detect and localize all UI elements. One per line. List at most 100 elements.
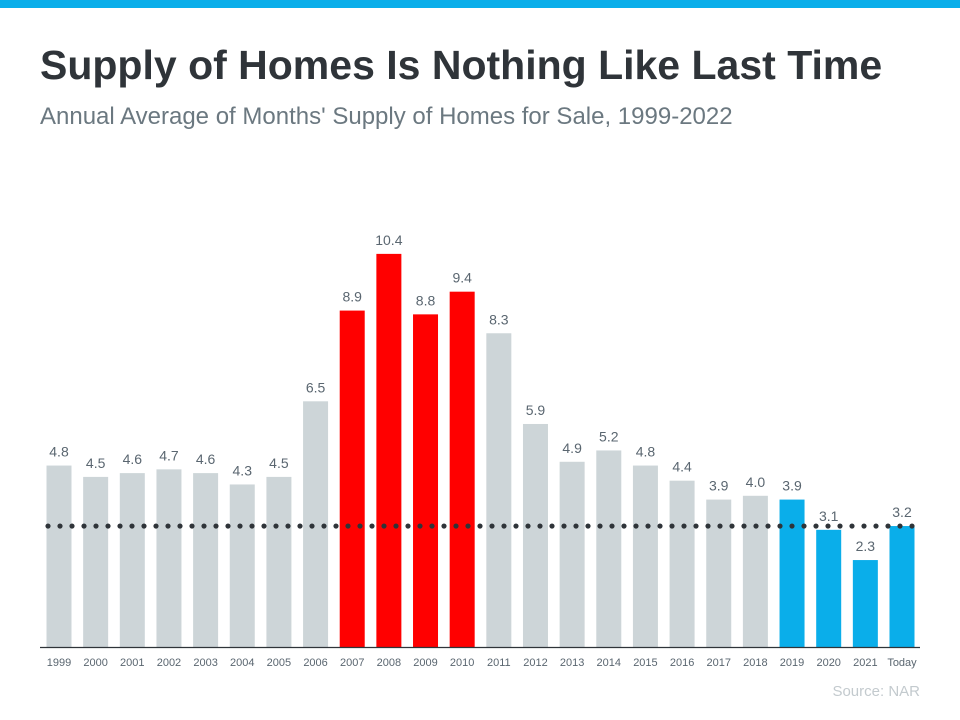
- x-tick-label: 2018: [743, 657, 767, 669]
- bar: [889, 526, 915, 647]
- reference-dot: [165, 523, 171, 529]
- bar: [706, 499, 732, 647]
- data-label: 4.4: [672, 459, 692, 475]
- data-label: 4.8: [636, 444, 656, 460]
- reference-dot: [405, 523, 411, 529]
- data-label: 4.5: [269, 455, 289, 471]
- x-tick-label: 2003: [193, 657, 217, 669]
- bar: [559, 461, 585, 647]
- reference-dot: [105, 523, 111, 529]
- x-tick-label: 2006: [303, 657, 327, 669]
- x-tick-label: 1999: [47, 657, 71, 669]
- bar: [229, 484, 255, 647]
- reference-dot: [597, 523, 603, 529]
- data-label: 3.2: [892, 504, 912, 520]
- reference-dot: [213, 523, 219, 529]
- bar: [742, 495, 768, 647]
- bar: [339, 310, 365, 647]
- reference-dot: [837, 523, 843, 529]
- bar: [486, 333, 512, 647]
- x-tick-label: Today: [887, 657, 917, 669]
- x-tick-label: 2016: [670, 657, 694, 669]
- reference-dot: [681, 523, 687, 529]
- reference-dot: [465, 523, 471, 529]
- bar: [852, 560, 878, 647]
- data-label: 8.8: [416, 292, 436, 308]
- reference-dot: [513, 523, 519, 529]
- reference-dot: [813, 523, 819, 529]
- reference-dot: [849, 523, 855, 529]
- data-label: 4.0: [746, 474, 766, 490]
- reference-dot: [861, 523, 867, 529]
- reference-dot: [57, 523, 63, 529]
- reference-dot: [393, 523, 399, 529]
- data-label: 4.6: [196, 451, 216, 467]
- reference-dot: [153, 523, 159, 529]
- bar: [376, 253, 402, 647]
- x-tick-label: 2005: [267, 657, 291, 669]
- bar: [816, 529, 842, 647]
- reference-dotted-line: [45, 523, 915, 529]
- reference-dot: [417, 523, 423, 529]
- reference-dot: [525, 523, 531, 529]
- x-tick-label: 2014: [597, 657, 621, 669]
- reference-dot: [693, 523, 699, 529]
- bar: [156, 469, 182, 647]
- bar: [669, 480, 695, 647]
- reference-dot: [69, 523, 75, 529]
- reference-dot: [237, 523, 243, 529]
- data-label: 2.3: [856, 538, 876, 554]
- x-tick-label: 2004: [230, 657, 254, 669]
- reference-dot: [717, 523, 723, 529]
- data-label: 3.9: [782, 478, 802, 494]
- x-tick-label: 2002: [157, 657, 181, 669]
- x-tick-label: 2001: [120, 657, 144, 669]
- reference-dot: [537, 523, 543, 529]
- reference-dot: [381, 523, 387, 529]
- x-tick-label: 2008: [377, 657, 401, 669]
- bar: [522, 423, 548, 647]
- data-label: 8.3: [489, 311, 509, 327]
- reference-dot: [729, 523, 735, 529]
- reference-dot: [333, 523, 339, 529]
- reference-dot: [549, 523, 555, 529]
- reference-dot: [273, 523, 279, 529]
- reference-dot: [741, 523, 747, 529]
- reference-dot: [621, 523, 627, 529]
- x-tick-label: 2019: [780, 657, 804, 669]
- reference-dot: [117, 523, 123, 529]
- reference-dot: [189, 523, 195, 529]
- reference-dot: [477, 523, 483, 529]
- data-label: 3.9: [709, 478, 729, 494]
- reference-dot: [297, 523, 303, 529]
- reference-dot: [141, 523, 147, 529]
- x-tick-label: 2021: [853, 657, 877, 669]
- chart-title: Supply of Homes Is Nothing Like Last Tim…: [40, 42, 883, 88]
- bar: [413, 314, 439, 647]
- reference-dot: [81, 523, 87, 529]
- reference-dot: [357, 523, 363, 529]
- reference-dot: [369, 523, 375, 529]
- x-tick-label: 2020: [816, 657, 840, 669]
- reference-dot: [501, 523, 507, 529]
- bar: [596, 450, 622, 647]
- x-tick-label: 2007: [340, 657, 364, 669]
- reference-dot: [609, 523, 615, 529]
- bar: [449, 291, 475, 647]
- reference-dot: [657, 523, 663, 529]
- data-label: 9.4: [452, 270, 472, 286]
- data-label: 8.9: [342, 289, 362, 305]
- reference-dot: [633, 523, 639, 529]
- data-label: 5.9: [526, 402, 546, 418]
- reference-dot: [429, 523, 435, 529]
- x-tick-label: 2000: [83, 657, 107, 669]
- x-tick-label: 2011: [487, 657, 511, 669]
- bar: [83, 476, 109, 647]
- data-label: 4.5: [86, 455, 106, 471]
- reference-dot: [789, 523, 795, 529]
- bar: [46, 465, 72, 647]
- data-label: 4.9: [562, 440, 582, 456]
- data-label: 6.5: [306, 379, 326, 395]
- reference-dot: [453, 523, 459, 529]
